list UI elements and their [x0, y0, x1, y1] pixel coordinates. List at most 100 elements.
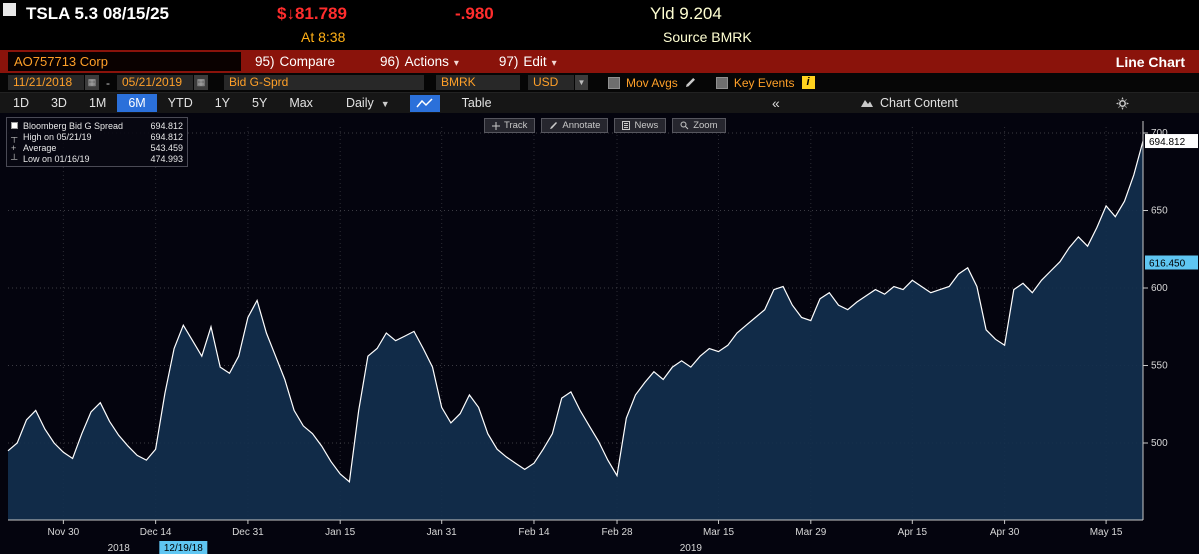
tab-period-3d[interactable]: 3D	[50, 96, 67, 110]
tab-period-1y[interactable]: 1Y	[214, 96, 231, 110]
pencil-icon	[550, 122, 558, 129]
chart-content-button[interactable]: Chart Content	[860, 96, 958, 110]
magnifier-icon	[680, 121, 689, 130]
quote-time: At 8:38	[301, 29, 346, 45]
legend-series-value: 694.812	[150, 120, 183, 131]
tracked-value-badge	[1145, 255, 1198, 270]
currency-select[interactable]: USD	[528, 75, 574, 90]
x-axis-label: Dec 31	[232, 527, 264, 538]
chevron-down-icon[interactable]: ▼	[575, 75, 588, 90]
quote-source: Source BMRK	[663, 29, 752, 45]
menu-actions-number: 96)	[380, 54, 400, 69]
calendar-icon[interactable]: ▦	[194, 75, 208, 90]
chart-toolbar: 1D 3D 1M 6M YTD 1Y 5Y Max Daily ▼ Table «…	[0, 92, 1199, 113]
security-title: TSLA 5.3 08/15/25	[26, 4, 170, 23]
y-axis-label: 500	[1151, 438, 1168, 449]
y-axis-label: 700	[1151, 128, 1168, 139]
high-marker-icon: ┬	[11, 131, 18, 142]
news-button[interactable]: News	[614, 118, 667, 133]
pencil-icon[interactable]	[685, 77, 696, 88]
calendar-icon[interactable]: ▦	[85, 75, 99, 90]
legend-row-low: ┴ Low on 01/16/19 474.993	[11, 153, 183, 164]
last-value-badge-label: 694.812	[1149, 137, 1186, 148]
series-marker-icon	[11, 122, 18, 129]
plus-icon	[492, 121, 500, 130]
mov-avgs-checkbox[interactable]	[608, 76, 620, 89]
tab-period-1d[interactable]: 1D	[13, 96, 29, 110]
date-range-separator: -	[106, 75, 110, 90]
track-button[interactable]: Track	[484, 118, 536, 133]
annotate-button[interactable]: Annotate	[541, 118, 609, 133]
yield-value: Yld 9.204	[650, 4, 722, 23]
tab-period-6m[interactable]: 6M	[117, 94, 157, 112]
y-axis-label: 600	[1151, 283, 1168, 294]
chevron-down-icon: ▾	[453, 58, 459, 69]
legend-average-label: Average	[23, 142, 57, 153]
track-label: Track	[504, 120, 528, 131]
tab-period-ytd[interactable]: YTD	[167, 96, 193, 110]
chart-area: 500 550 600 650 700 Nov 30 Dec 14 Dec 31 Jan 15 J…	[0, 113, 1199, 554]
menu-edit[interactable]: 97) Edit ▾	[499, 54, 557, 69]
tab-period-5y[interactable]: 5Y	[252, 96, 268, 110]
function-menubar: AO757713 Corp 95) Compare 96) Actions ▾ 97)…	[0, 50, 1199, 73]
y-axis-label: 550	[1151, 361, 1168, 372]
tab-period-1m[interactable]: 1M	[88, 96, 107, 110]
date-from-input[interactable]: 11/21/2018	[8, 75, 84, 90]
price-field-select[interactable]: Bid G-Sprd	[224, 75, 424, 90]
x-axis-label: Jan 31	[427, 527, 457, 538]
date-to-input[interactable]: 05/21/2019	[117, 75, 193, 90]
frequency-label: Daily	[345, 96, 374, 110]
chart-content-label: Chart Content	[880, 96, 958, 110]
chart-legend: Bloomberg Bid G Spread 694.812 ┬ High on…	[6, 117, 188, 167]
year-label: 2019	[680, 543, 703, 554]
line-chart-type-button[interactable]	[409, 94, 440, 112]
tab-period-max[interactable]: Max	[289, 96, 313, 110]
event-badge-label: 12/19/18	[164, 543, 203, 554]
annotate-label: Annotate	[562, 120, 601, 131]
table-view-button[interactable]: Table	[461, 96, 492, 110]
info-icon[interactable]: i	[801, 76, 815, 89]
zoom-button[interactable]: Zoom	[672, 118, 726, 133]
legend-low-label: Low on 01/16/19	[23, 153, 90, 164]
legend-series-label: Bloomberg Bid G Spread	[23, 120, 124, 131]
settings-gear-icon[interactable]	[1116, 96, 1129, 110]
frequency-select[interactable]: Daily ▼	[338, 94, 398, 112]
chevron-down-icon: ▼	[380, 99, 390, 109]
y-axis-label: 650	[1151, 206, 1168, 217]
zoom-label: Zoom	[693, 120, 718, 131]
event-badge	[159, 541, 208, 554]
chart-plot[interactable]: 500 550 600 650 700 Nov 30 Dec 14 Dec 31 Jan 15 J…	[0, 113, 1199, 554]
chart-tools: Track Annotate News Zoom	[484, 118, 726, 133]
legend-high-label: High on 05/21/19	[23, 131, 92, 142]
x-axis-label: Mar 29	[795, 527, 827, 538]
price-change: -.980	[455, 4, 494, 23]
menu-edit-number: 97)	[498, 54, 519, 69]
chart-settings-bar: 11/21/2018 ▦ - 05/21/2019 ▦ Bid G-Sprd B…	[0, 73, 1199, 92]
benchmark-field[interactable]: BMRK	[436, 75, 520, 90]
legend-average-value: 543.459	[150, 142, 183, 153]
last-value-badge	[1145, 134, 1198, 149]
legend-low-value: 474.993	[150, 153, 183, 164]
news-icon	[622, 121, 631, 130]
key-events-checkbox[interactable]	[715, 76, 728, 89]
x-axis-label: Jan 15	[325, 527, 355, 538]
legend-row-high: ┬ High on 05/21/19 694.812	[11, 131, 183, 142]
tracked-value-badge-label: 616.450	[1149, 259, 1186, 270]
quote-header: TSLA 5.3 08/15/25 $↓81.789 -.980 Yld 9.2…	[0, 0, 1199, 50]
legend-row-series: Bloomberg Bid G Spread 694.812	[11, 120, 183, 131]
x-axis-label: May 15	[1090, 527, 1123, 538]
menu-compare-number: 95)	[255, 54, 275, 69]
chevron-down-icon: ▾	[551, 58, 557, 69]
price-line	[7, 140, 1144, 483]
page-title: Line Chart	[1115, 53, 1185, 70]
low-marker-icon: ┴	[11, 153, 18, 164]
ticker-input[interactable]: AO757713 Corp	[8, 52, 241, 71]
menu-compare[interactable]: 95) Compare	[255, 54, 340, 69]
menu-actions[interactable]: 96) Actions ▾	[380, 54, 459, 69]
menu-compare-label: Compare	[279, 54, 336, 69]
collapse-panel-icon[interactable]: «	[772, 95, 780, 111]
x-axis-label: Feb 28	[601, 527, 633, 538]
x-axis-label: Nov 30	[48, 527, 80, 538]
x-axis-label: Mar 15	[703, 527, 735, 538]
area-fill	[8, 141, 1143, 520]
